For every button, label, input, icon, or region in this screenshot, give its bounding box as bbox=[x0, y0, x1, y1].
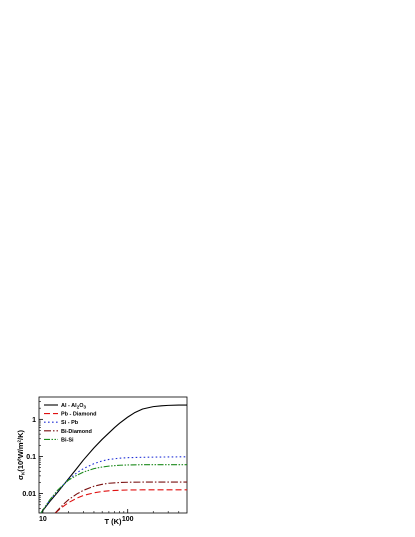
legend-label-4: Bi-Si bbox=[61, 437, 74, 443]
y-axis-label-symbol: σ bbox=[16, 475, 25, 480]
legend-label-2: Si - Pb bbox=[61, 420, 79, 426]
series-line-3 bbox=[54, 481, 187, 513]
y-axis-label-close: /K) bbox=[16, 429, 25, 440]
y-tick-label-0: 0.01 bbox=[22, 491, 36, 498]
y-axis-label: σK(108W/m2/K) bbox=[16, 429, 26, 480]
series-line-1 bbox=[54, 489, 187, 513]
y-axis-label-exp1: 8 bbox=[17, 458, 22, 461]
y-axis-label-exp2: 2 bbox=[17, 439, 22, 442]
x-axis-label: T (K) bbox=[104, 517, 122, 526]
legend: Al - Al2O3 Pb - Diamond Si - Pb Bi-Diamond B… bbox=[44, 403, 96, 443]
y-axis-label-paren: (10 bbox=[16, 461, 25, 472]
legend-label-3: Bi-Diamond bbox=[61, 429, 92, 435]
y-tick-label-2: 1 bbox=[32, 417, 36, 424]
series-line-0 bbox=[40, 404, 187, 513]
y-axis-label-sub: K bbox=[21, 471, 26, 475]
legend-label-1: Pb - Diamond bbox=[61, 412, 96, 418]
series-layer bbox=[40, 404, 187, 513]
plot-frame bbox=[38, 396, 188, 514]
y-tick-label-1: 0.1 bbox=[26, 454, 36, 461]
ticks-layer: 10 100 0.01 0.1 1 bbox=[22, 401, 180, 523]
x-tick-label-0: 10 bbox=[39, 516, 47, 523]
x-tick-label-1: 100 bbox=[122, 516, 134, 523]
series-line-4 bbox=[40, 464, 187, 513]
legend-label-0: Al - Al2O3 bbox=[61, 403, 86, 410]
y-axis-label-mid: W/m bbox=[16, 442, 25, 458]
